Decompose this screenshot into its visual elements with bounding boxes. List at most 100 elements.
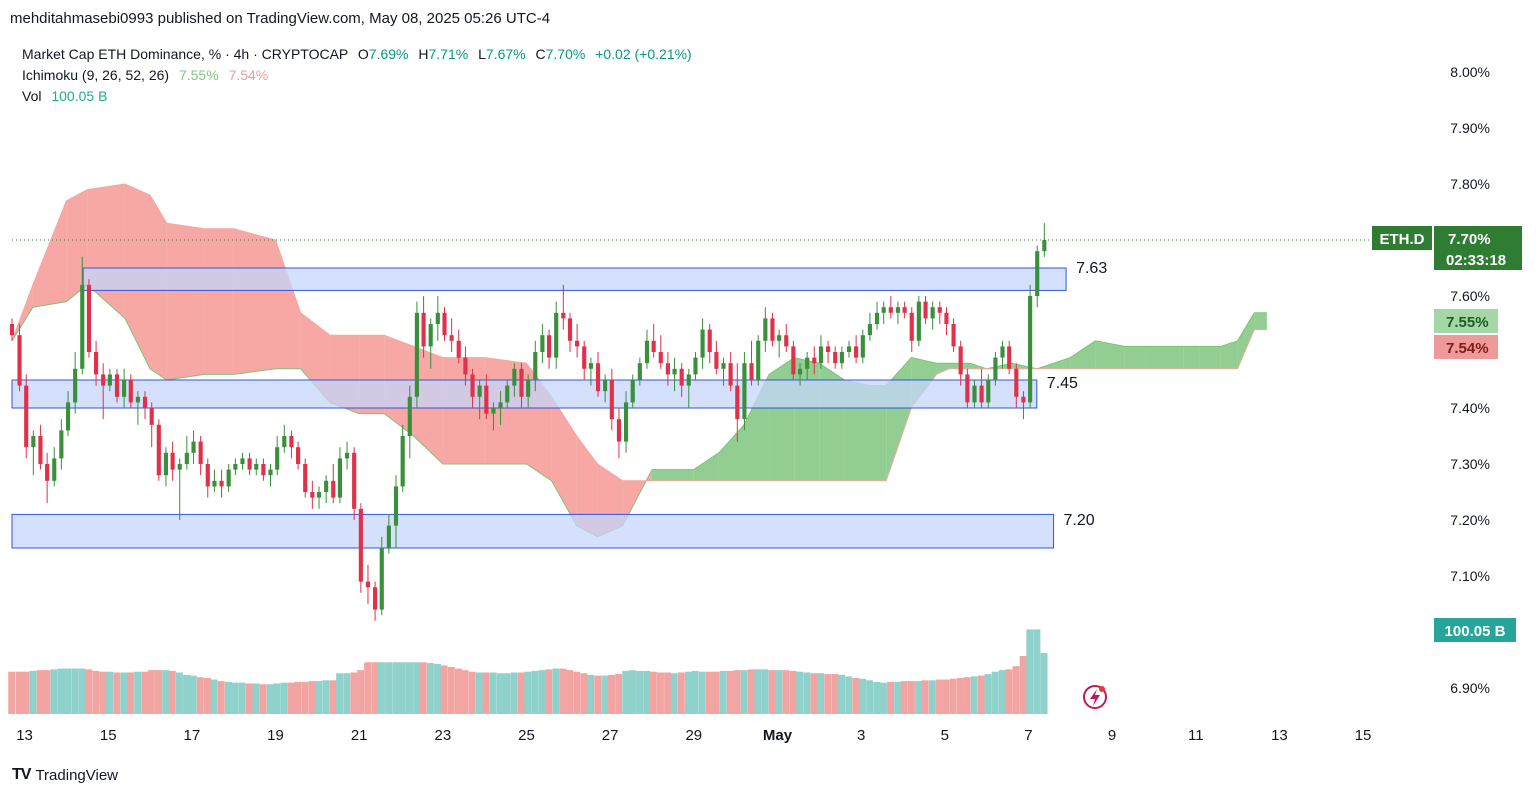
candle	[156, 419, 161, 481]
candle-body	[52, 458, 57, 481]
x-tick-label: 15	[100, 727, 117, 744]
volume-bar	[482, 672, 490, 714]
candle-body	[386, 525, 391, 548]
volume-bar	[803, 672, 811, 714]
candle	[749, 340, 754, 386]
volume-bar	[915, 681, 923, 714]
volume-bar	[963, 677, 971, 714]
volume-bar	[336, 673, 344, 714]
tradingview-logo[interactable]: TV TradingView	[12, 766, 118, 784]
volume-bar	[50, 669, 58, 714]
candle	[818, 335, 824, 369]
volume-bar	[900, 681, 908, 714]
x-tick-label: May	[763, 727, 793, 744]
candle	[94, 340, 99, 386]
volume-bar	[1026, 629, 1034, 714]
volume-bar	[628, 670, 636, 714]
candle-body	[449, 335, 454, 341]
candle-body	[588, 363, 593, 369]
candle	[135, 391, 140, 425]
y-tick-label: 7.40%	[1450, 400, 1490, 416]
candle-body	[275, 447, 280, 470]
volume-bar	[831, 674, 839, 714]
candle-body	[170, 452, 175, 470]
candle	[393, 475, 399, 548]
candle	[352, 447, 357, 520]
senkou-span-a-line	[11, 284, 1267, 538]
volume-bar	[468, 671, 476, 714]
ichimoku-label[interactable]: Ichimoku (9, 26, 52, 26)	[22, 67, 170, 83]
cloud-segment	[551, 396, 577, 526]
candles	[9, 223, 1047, 621]
volume-bar	[789, 670, 797, 714]
volume-bar	[315, 681, 323, 714]
candle	[386, 514, 391, 554]
candle	[428, 318, 433, 369]
candle-body	[435, 312, 440, 324]
volume-bar	[496, 673, 504, 714]
candle	[435, 296, 440, 341]
candle	[839, 346, 844, 369]
candle	[9, 318, 15, 341]
lightning-event-icon[interactable]	[1083, 685, 1107, 709]
candle	[205, 458, 210, 498]
candle-body	[658, 352, 663, 364]
candle-body	[540, 335, 545, 352]
candle-body	[679, 368, 684, 386]
volume-bar	[524, 671, 532, 714]
cloud-segment	[204, 228, 234, 375]
candle	[721, 357, 726, 386]
volume-bar	[970, 676, 978, 714]
candle-body	[282, 436, 287, 448]
volume-bar	[580, 673, 588, 714]
notification-dot	[1099, 686, 1105, 692]
candle	[547, 329, 552, 369]
cloud-segment	[769, 357, 795, 481]
candle-body	[763, 318, 768, 341]
candle-body	[73, 368, 78, 403]
candle-body	[616, 419, 622, 442]
volume-bar	[1012, 666, 1020, 714]
candle-body	[358, 508, 363, 582]
candle	[742, 352, 747, 431]
volume-bar	[308, 681, 316, 714]
candle-body	[17, 335, 22, 386]
x-tick-label: 21	[351, 727, 368, 744]
zone-label: 7.20	[1064, 512, 1095, 529]
volume-bar	[936, 679, 943, 714]
volume-bar	[413, 662, 421, 714]
candle-body	[94, 352, 99, 375]
volume-bar	[231, 682, 239, 714]
candle	[289, 430, 294, 459]
candle-body	[373, 587, 378, 610]
candle-body	[909, 312, 914, 341]
candle-body	[226, 469, 231, 487]
candle-body	[498, 402, 503, 408]
cloud-segment	[275, 240, 301, 369]
ichimoku-a-value: 7.55%	[178, 67, 219, 83]
candle-body	[45, 464, 50, 481]
volume-label[interactable]: Vol	[22, 88, 42, 104]
volume-bar	[440, 665, 448, 714]
volume-bar	[406, 662, 413, 714]
symbol-title[interactable]: Market Cap ETH Dominance, % · 4h · CRYPT…	[22, 46, 348, 62]
volume-bar	[503, 673, 511, 714]
volume-bar	[280, 682, 288, 714]
volume-bar	[329, 680, 337, 714]
candle-body	[114, 374, 120, 397]
zone-label: 7.45	[1047, 375, 1078, 392]
volume-bar	[998, 670, 1006, 714]
volume-bar	[782, 670, 790, 714]
volume-bar	[810, 673, 818, 714]
volume-bar	[657, 672, 664, 714]
candle	[616, 408, 622, 459]
candle-body	[714, 352, 719, 369]
y-tick-label: 7.80%	[1450, 176, 1490, 192]
volume-bar	[294, 681, 302, 714]
candle-body	[463, 357, 468, 375]
volume-bar	[141, 671, 149, 714]
candle	[86, 279, 92, 358]
volume-bar	[838, 674, 846, 714]
candle	[212, 469, 217, 492]
